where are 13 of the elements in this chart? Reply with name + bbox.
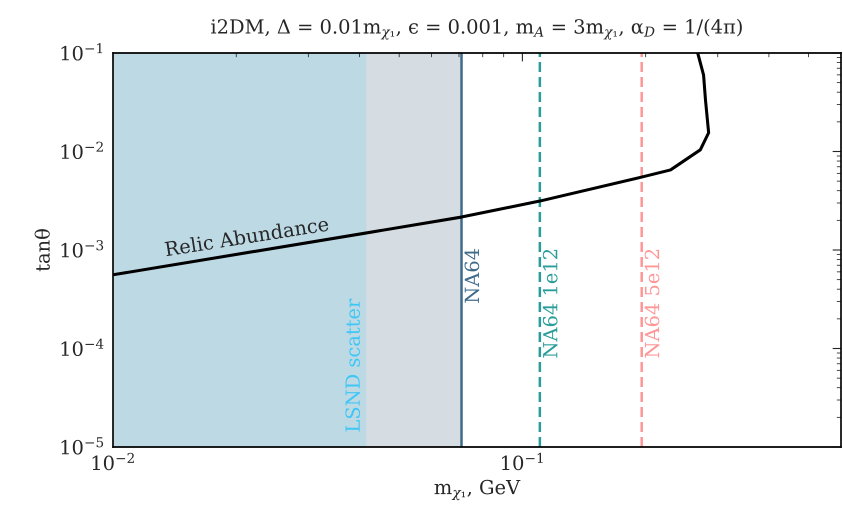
y-tick-label: 10$^{−3}$ [62,240,104,258]
chart-title: i2DM, Δ = 0.01m$_{χ₁}$, ϵ = 0.001, m$_{A}$ = 3m$_{χ₁}$, α$_{D}$ = 1/(4π) [211,18,742,40]
y-axis-title: tanθ [34,229,50,272]
x-axis-title: m$_{χ₁}$, GeV [434,480,520,500]
annotation: Relic Abundance [164,216,329,256]
ref-line-label: NA64 [464,248,480,303]
ref-line-label: NA64 1e12 [542,250,558,358]
ref-line-label: NA64 5e12 [644,250,660,358]
y-tick-label: 10$^{−2}$ [62,142,103,160]
band-label: LSND scatter [345,298,360,432]
y-tick-label: 10$^{−5}$ [62,437,104,455]
y-tick-label: 10$^{−4}$ [62,338,104,356]
y-tick-label: 10$^{−1}$ [62,43,102,61]
